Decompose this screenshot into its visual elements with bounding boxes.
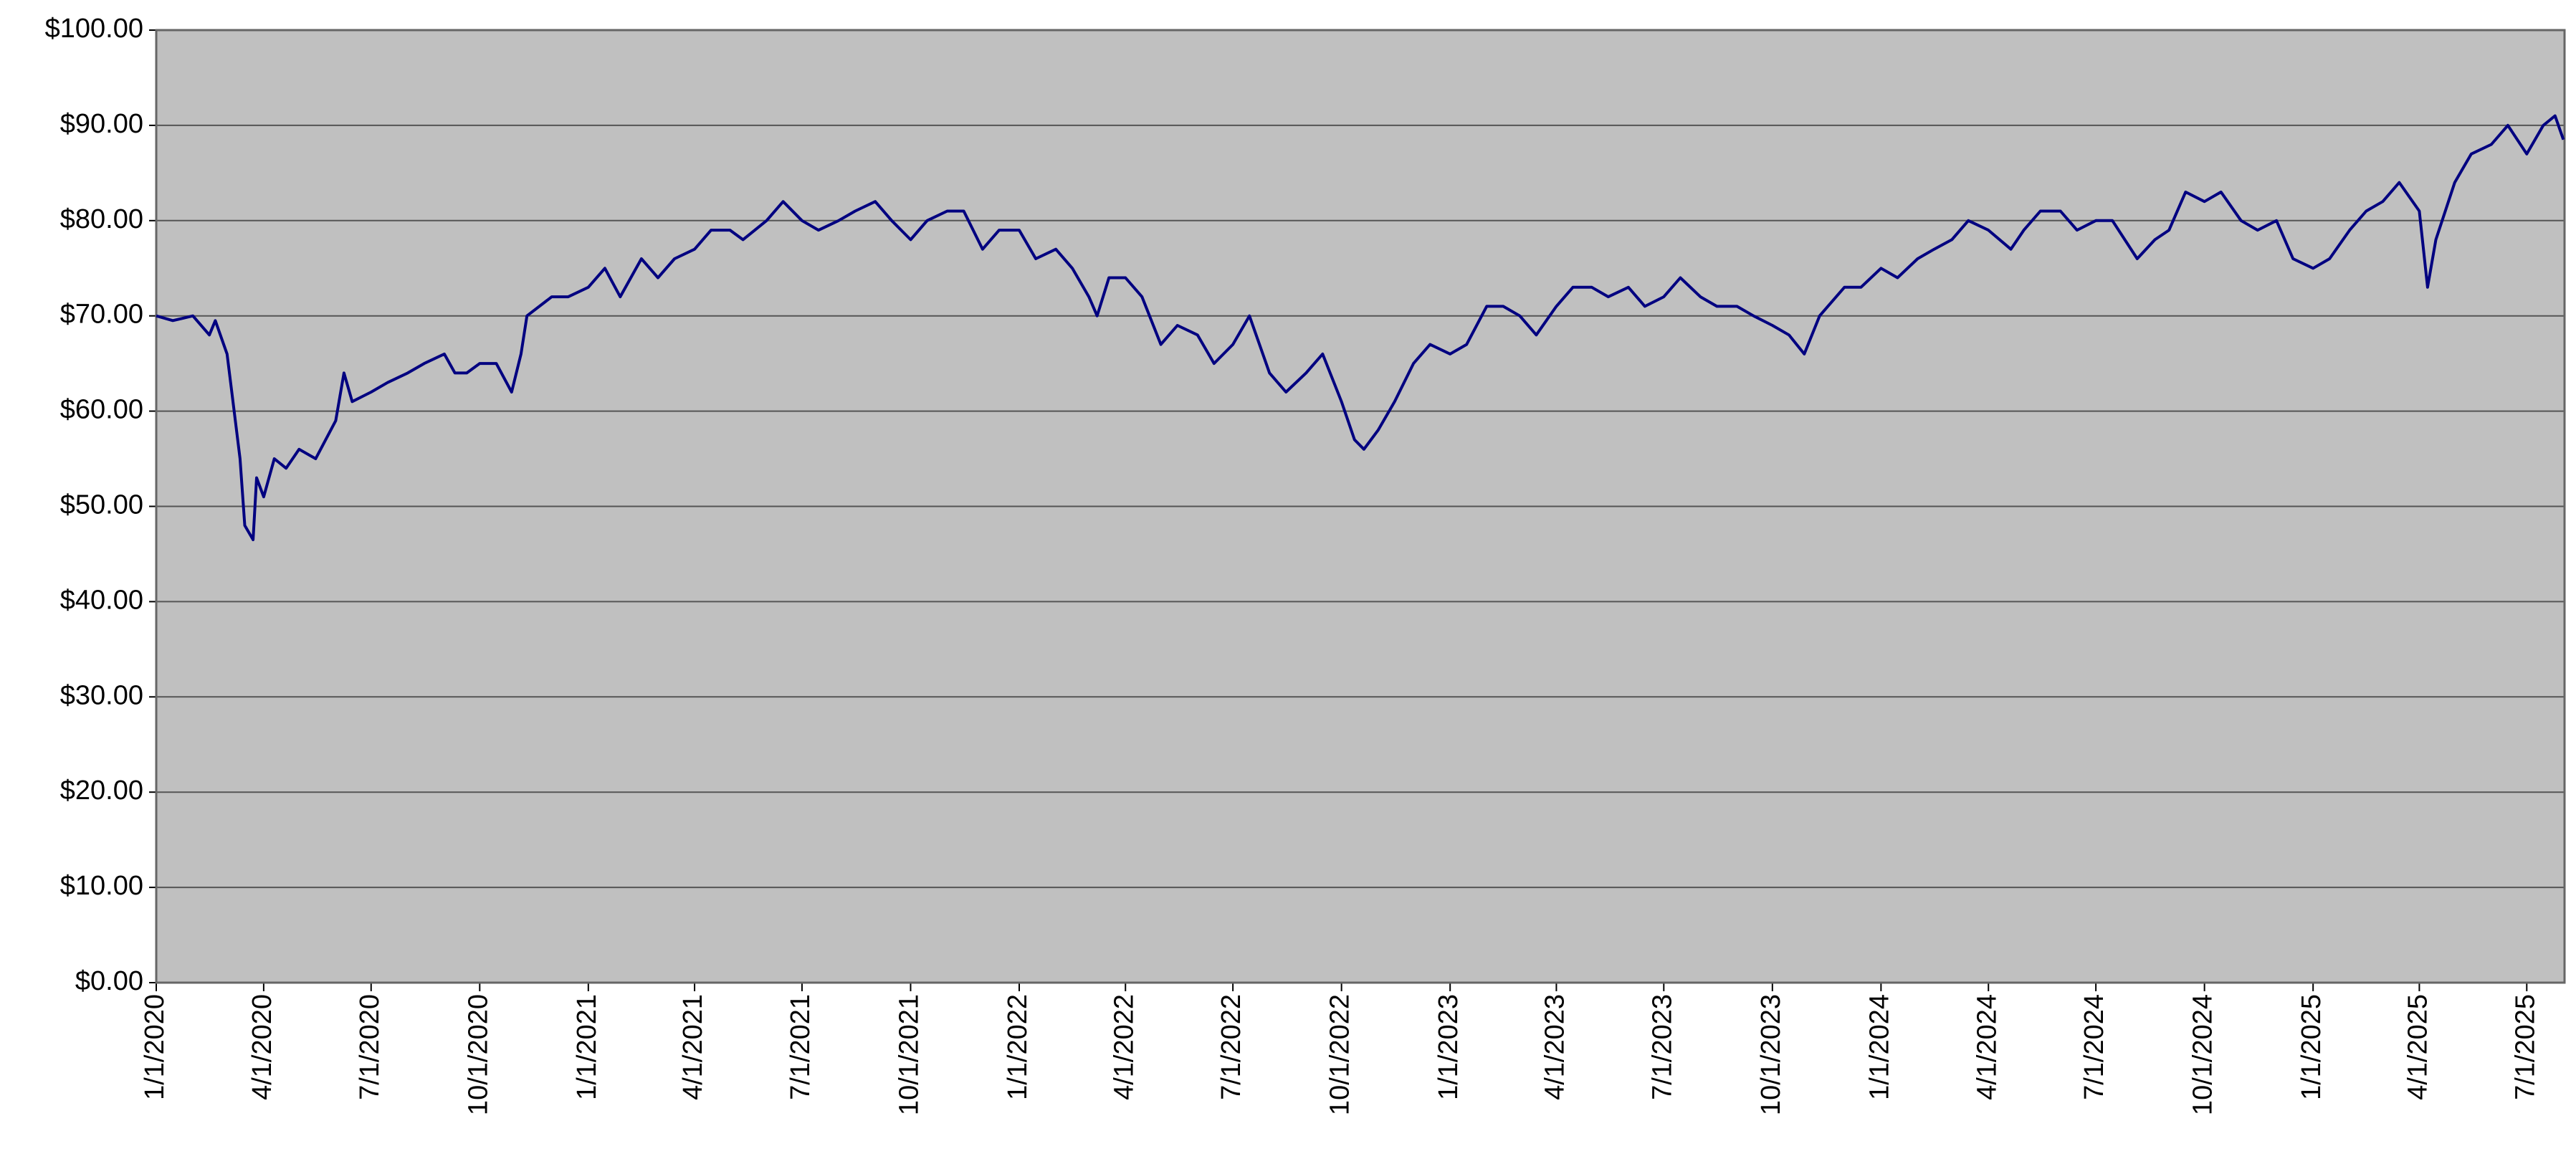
price-line: [156, 114, 2565, 541]
x-tick-label: 4/1/2025: [2403, 994, 2433, 1100]
y-tick-label: $0.00: [75, 966, 143, 996]
x-tick-label: 1/1/2020: [140, 994, 170, 1100]
y-tick-label: $30.00: [60, 680, 143, 710]
x-tick-label: 7/1/2025: [2510, 994, 2540, 1100]
x-tick-label: 10/1/2020: [463, 994, 493, 1115]
y-tick-label: $50.00: [60, 490, 143, 520]
x-tick-label: 4/1/2024: [1972, 994, 2002, 1100]
x-tick-label: 7/1/2020: [355, 994, 385, 1100]
y-tick-label: $70.00: [60, 300, 143, 330]
x-tick-label: 4/1/2022: [1109, 994, 1139, 1100]
x-tick-label: 10/1/2024: [2188, 994, 2218, 1115]
y-tick-label: $100.00: [45, 14, 143, 44]
x-tick-label: 1/1/2023: [1434, 994, 1464, 1100]
y-tick-label: $20.00: [60, 776, 143, 806]
x-tick-label: 7/1/2022: [1216, 994, 1246, 1100]
x-tick-label: 7/1/2021: [786, 994, 816, 1100]
plot-border: [155, 29, 2566, 984]
y-tick-label: $90.00: [60, 109, 143, 139]
x-tick-label: 1/1/2024: [1864, 994, 1894, 1100]
x-tick-label: 4/1/2021: [678, 994, 708, 1100]
x-tick-label: 1/1/2025: [2296, 994, 2327, 1100]
x-tick-label: 4/1/2023: [1540, 994, 1570, 1100]
y-tick-label: $60.00: [60, 395, 143, 425]
x-tick-label: 7/1/2024: [2079, 994, 2109, 1100]
x-tick-label: 10/1/2021: [895, 994, 925, 1115]
x-tick-label: 10/1/2023: [1756, 994, 1786, 1115]
x-tick-label: 7/1/2023: [1647, 994, 1677, 1100]
x-tick-label: 10/1/2022: [1325, 994, 1355, 1115]
y-tick-label: $80.00: [60, 204, 143, 234]
x-tick-label: 1/1/2021: [572, 994, 602, 1100]
y-tick-label: $40.00: [60, 585, 143, 615]
x-tick-label: 1/1/2022: [1003, 994, 1033, 1100]
y-tick-label: $10.00: [60, 871, 143, 901]
x-tick-label: 4/1/2020: [247, 994, 277, 1100]
